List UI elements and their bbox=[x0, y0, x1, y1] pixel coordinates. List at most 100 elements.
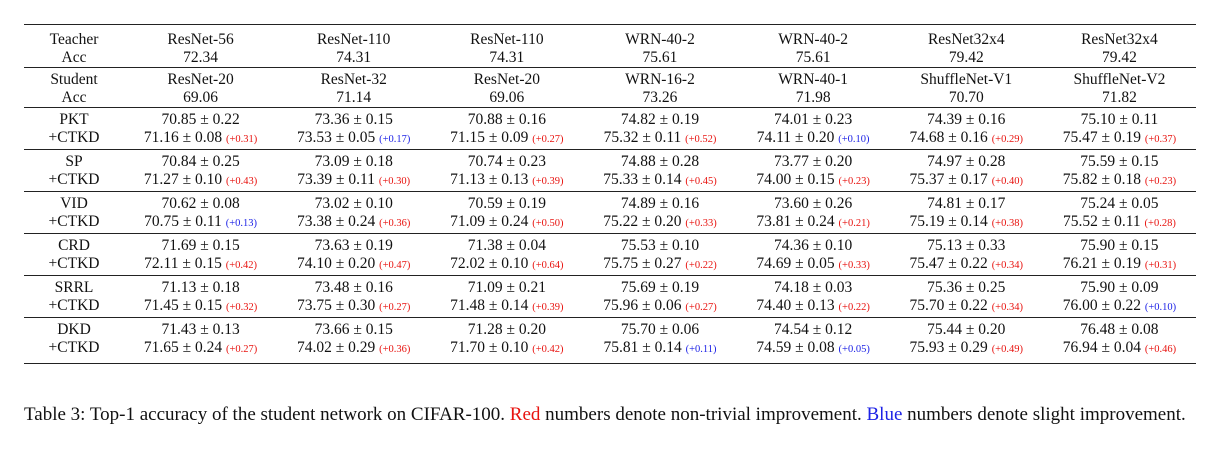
ctkd-line: 73.81 ± 0.24 (+0.21) bbox=[737, 213, 890, 233]
ctkd-value: 71.48 ± 0.14 bbox=[450, 297, 529, 314]
teacher-cell: ResNet-56 72.34 bbox=[124, 24, 278, 68]
student-cell-line: 69.06 bbox=[183, 89, 218, 106]
caption-blue-word: Blue bbox=[866, 404, 903, 425]
improvement-delta: (+0.28) bbox=[1144, 218, 1176, 229]
results-table: Teacher Acc ResNet-56 72.34 ResNet-110 74.31 R… bbox=[24, 24, 1196, 364]
ctkd-line: 74.02 ± 0.29 (+0.36) bbox=[277, 339, 430, 359]
improvement-delta: (+0.27) bbox=[532, 134, 564, 145]
student-cell-line: ResNet-32 bbox=[320, 71, 387, 88]
ctkd-value: 73.38 ± 0.24 bbox=[296, 213, 376, 230]
baseline-value: 70.74 ± 0.23 bbox=[467, 153, 546, 170]
baseline-value: 73.36 ± 0.15 bbox=[314, 111, 393, 128]
ctkd-value: 71.13 ± 0.13 bbox=[450, 171, 529, 188]
ctkd-line: 71.27 ± 0.10 (+0.43) bbox=[124, 171, 277, 191]
ctkd-value: 73.81 ± 0.24 bbox=[756, 213, 835, 230]
baseline-value: 73.48 ± 0.16 bbox=[314, 279, 393, 296]
result-cell: 75.44 ± 0.20 75.93 ± 0.29 (+0.49) bbox=[889, 317, 1043, 364]
ctkd-line: 74.40 ± 0.13 (+0.22) bbox=[737, 297, 890, 317]
baseline-value: 75.53 ± 0.10 bbox=[620, 237, 700, 254]
improvement-delta: (+0.43) bbox=[225, 176, 258, 187]
method-label-cell: SRRL +CTKD bbox=[24, 275, 124, 318]
improvement-delta: (+0.27) bbox=[225, 344, 258, 355]
result-cell: 73.63 ± 0.19 74.10 ± 0.20 (+0.47) bbox=[277, 233, 431, 276]
result-cell: 70.74 ± 0.23 71.13 ± 0.13 (+0.39) bbox=[430, 149, 584, 192]
ctkd-value: 75.81 ± 0.14 bbox=[603, 339, 682, 356]
result-cell: 75.13 ± 0.33 75.47 ± 0.22 (+0.34) bbox=[889, 233, 1043, 276]
ctkd-line: 72.11 ± 0.15 (+0.42) bbox=[124, 255, 277, 275]
ctkd-line: 74.10 ± 0.20 (+0.47) bbox=[277, 255, 430, 275]
ctkd-value: 71.16 ± 0.08 bbox=[143, 129, 223, 146]
ctkd-line: 75.47 ± 0.22 (+0.34) bbox=[890, 255, 1043, 275]
ctkd-value: 75.37 ± 0.17 bbox=[909, 171, 988, 188]
baseline-value: 74.36 ± 0.10 bbox=[774, 237, 853, 254]
ctkd-line: 73.53 ± 0.05 (+0.17) bbox=[277, 129, 430, 149]
caption-text: numbers denote non-trivial improvement. bbox=[545, 404, 862, 425]
baseline-value: 75.70 ± 0.06 bbox=[620, 321, 700, 338]
ctkd-value: 75.82 ± 0.18 bbox=[1062, 171, 1141, 188]
improvement-delta: (+0.17) bbox=[379, 134, 411, 145]
result-cell: 75.59 ± 0.15 75.82 ± 0.18 (+0.23) bbox=[1042, 149, 1196, 192]
ctkd-line: 75.19 ± 0.14 (+0.38) bbox=[890, 213, 1043, 233]
baseline-value: 71.28 ± 0.20 bbox=[467, 321, 546, 338]
ctkd-value: 76.21 ± 0.19 bbox=[1062, 255, 1141, 272]
ctkd-value: 72.02 ± 0.10 bbox=[450, 255, 529, 272]
result-cell: 74.36 ± 0.10 74.69 ± 0.05 (+0.33) bbox=[736, 233, 890, 276]
method-row: SRRL +CTKD 71.13 ± 0.18 71.45 ± 0.15 (+0.32… bbox=[24, 275, 1196, 318]
improvement-delta: (+0.22) bbox=[838, 302, 870, 313]
result-cell: 70.85 ± 0.22 71.16 ± 0.08 (+0.31) bbox=[124, 107, 278, 150]
student-row: Student Acc ResNet-20 69.06 ResNet-32 71.14 Re… bbox=[24, 67, 1196, 108]
caption-text: numbers denote slight improvement. bbox=[907, 404, 1186, 425]
result-cell: 74.81 ± 0.17 75.19 ± 0.14 (+0.38) bbox=[889, 191, 1043, 234]
baseline-value: 73.02 ± 0.10 bbox=[314, 195, 393, 212]
result-cell: 70.59 ± 0.19 71.09 ± 0.24 (+0.50) bbox=[430, 191, 584, 234]
ctkd-line: 71.65 ± 0.24 (+0.27) bbox=[124, 339, 277, 359]
teacher-cell-line: 75.61 bbox=[795, 49, 831, 66]
baseline-value: 70.59 ± 0.19 bbox=[467, 195, 546, 212]
ctkd-line: 75.75 ± 0.27 (+0.22) bbox=[583, 255, 736, 275]
ctkd-line: 71.09 ± 0.24 (+0.50) bbox=[430, 213, 583, 233]
teacher-cell-line: ResNet-110 bbox=[470, 31, 544, 48]
result-cell: 70.88 ± 0.16 71.15 ± 0.09 (+0.27) bbox=[430, 107, 584, 150]
baseline-value: 71.43 ± 0.13 bbox=[161, 321, 240, 338]
ctkd-line: 75.81 ± 0.14 (+0.11) bbox=[583, 339, 736, 359]
improvement-delta: (+0.10) bbox=[838, 134, 870, 145]
baseline-value: 74.82 ± 0.19 bbox=[620, 111, 700, 128]
result-cell: 71.09 ± 0.21 71.48 ± 0.14 (+0.39) bbox=[430, 275, 584, 318]
baseline-value: 75.24 ± 0.05 bbox=[1080, 195, 1159, 212]
baseline-value: 74.01 ± 0.23 bbox=[774, 111, 853, 128]
baseline-value: 75.69 ± 0.19 bbox=[620, 279, 700, 296]
ctkd-value: 75.47 ± 0.19 bbox=[1062, 129, 1141, 146]
baseline-value: 73.09 ± 0.18 bbox=[314, 153, 393, 170]
ctkd-value: 76.00 ± 0.22 bbox=[1062, 297, 1141, 314]
ctkd-line: 75.33 ± 0.14 (+0.45) bbox=[583, 171, 736, 191]
improvement-delta: (+0.47) bbox=[379, 260, 411, 271]
result-cell: 71.69 ± 0.15 72.11 ± 0.15 (+0.42) bbox=[124, 233, 278, 276]
improvement-delta: (+0.46) bbox=[1144, 344, 1177, 355]
caption-label: Table 3: bbox=[24, 404, 86, 425]
row-label-cell-line: Teacher bbox=[49, 31, 99, 48]
ctkd-value: 71.45 ± 0.15 bbox=[143, 297, 223, 314]
row-label-cell-line: Student bbox=[50, 71, 98, 88]
improvement-delta: (+0.32) bbox=[225, 302, 258, 313]
baseline-value: 74.54 ± 0.12 bbox=[774, 321, 853, 338]
baseline-value: 74.18 ± 0.03 bbox=[774, 279, 853, 296]
ctkd-value: 75.47 ± 0.22 bbox=[909, 255, 988, 272]
result-cell: 74.39 ± 0.16 74.68 ± 0.16 (+0.29) bbox=[889, 107, 1043, 150]
result-cell: 76.48 ± 0.08 76.94 ± 0.04 (+0.46) bbox=[1042, 317, 1196, 364]
student-cell: ResNet-32 71.14 bbox=[277, 67, 431, 108]
ctkd-value: 75.22 ± 0.20 bbox=[603, 213, 682, 230]
improvement-delta: (+0.64) bbox=[532, 260, 564, 271]
ctkd-value: 73.39 ± 0.11 bbox=[297, 171, 375, 188]
result-cell: 75.70 ± 0.06 75.81 ± 0.14 (+0.11) bbox=[583, 317, 737, 364]
ctkd-value: 74.10 ± 0.20 bbox=[296, 255, 376, 272]
improvement-delta: (+0.52) bbox=[685, 134, 717, 145]
result-cell: 73.60 ± 0.26 73.81 ± 0.24 (+0.21) bbox=[736, 191, 890, 234]
baseline-value: 74.39 ± 0.16 bbox=[927, 111, 1006, 128]
ctkd-value: 74.69 ± 0.05 bbox=[756, 255, 835, 272]
student-cell: ResNet-20 69.06 bbox=[430, 67, 584, 108]
ctkd-value: 71.70 ± 0.10 bbox=[450, 339, 529, 356]
ctkd-value: 74.40 ± 0.13 bbox=[756, 297, 835, 314]
ctkd-line: 75.32 ± 0.11 (+0.52) bbox=[583, 129, 736, 149]
ctkd-line: 71.15 ± 0.09 (+0.27) bbox=[430, 129, 583, 149]
improvement-delta: (+0.34) bbox=[991, 302, 1023, 313]
